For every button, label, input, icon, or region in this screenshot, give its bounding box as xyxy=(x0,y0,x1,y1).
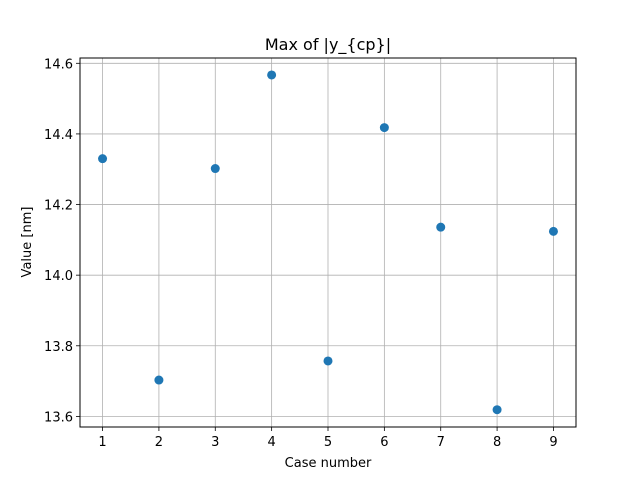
x-tick-label: 2 xyxy=(155,435,163,450)
data-point xyxy=(154,375,164,385)
x-tick-label: 7 xyxy=(437,435,445,450)
chart-title: Max of |y_{cp}| xyxy=(265,35,391,55)
y-tick-label: 13.8 xyxy=(44,340,73,355)
y-tick-label: 14.0 xyxy=(44,269,73,284)
data-point xyxy=(323,356,333,366)
data-point xyxy=(98,154,108,164)
grid xyxy=(80,58,576,427)
data-point xyxy=(210,164,220,174)
x-tick-label: 8 xyxy=(493,435,501,450)
x-axis-label: Case number xyxy=(285,456,372,471)
data-point xyxy=(548,226,558,236)
data-point xyxy=(379,123,389,133)
y-axis-label: Value [nm] xyxy=(20,207,35,278)
x-tick-label: 6 xyxy=(380,435,388,450)
data-point xyxy=(492,405,502,415)
data-point xyxy=(267,70,277,80)
y-tick-label: 14.2 xyxy=(44,199,73,214)
x-tick-label: 3 xyxy=(211,435,219,450)
x-tick-label: 4 xyxy=(267,435,275,450)
data-points xyxy=(98,70,558,415)
x-tick-label: 5 xyxy=(324,435,332,450)
data-point xyxy=(436,222,446,232)
x-tick-label: 1 xyxy=(98,435,106,450)
y-tick-label: 14.4 xyxy=(44,128,73,143)
axis-ticks: 1 2 3 4 5 6 7 8 9 13.6 13.8 14.0 14.2 14.4 14.6 xyxy=(44,57,558,450)
y-tick-label: 13.6 xyxy=(44,410,73,425)
x-tick-label: 9 xyxy=(549,435,557,450)
y-tick-label: 14.6 xyxy=(44,57,73,72)
